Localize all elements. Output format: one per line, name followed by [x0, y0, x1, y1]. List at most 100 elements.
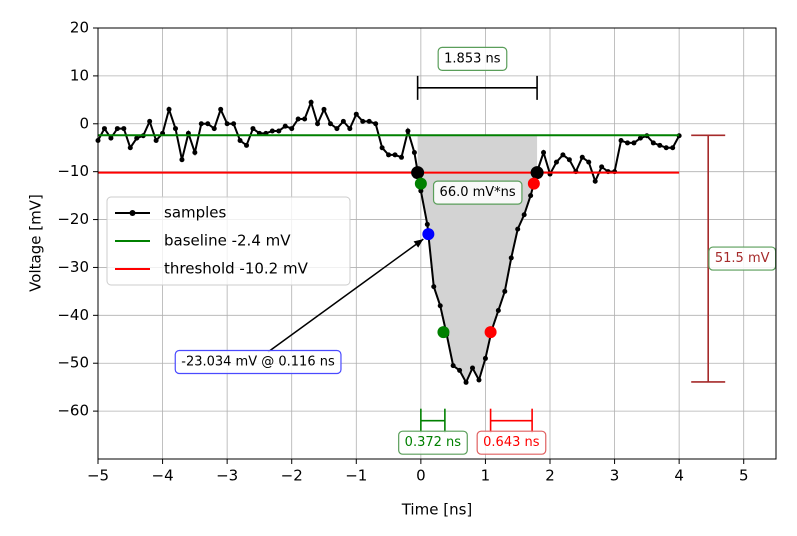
- sample-point: [198, 121, 204, 127]
- marker: [422, 228, 435, 241]
- y-tick-label: −10: [57, 162, 89, 180]
- y-tick-label: −20: [57, 210, 89, 228]
- sample-point: [127, 145, 133, 151]
- sample-point: [579, 154, 585, 160]
- sample-point: [515, 226, 521, 232]
- annotation-label: 66.0 mV*ns: [440, 185, 516, 200]
- sample-point: [657, 142, 663, 148]
- marker: [484, 326, 497, 339]
- sample-point: [315, 121, 321, 127]
- sample-point: [637, 135, 643, 141]
- x-tick-label: −5: [87, 467, 109, 485]
- marker: [411, 166, 425, 180]
- sample-point: [566, 157, 572, 163]
- sample-point: [244, 142, 250, 148]
- annotation-box: 0.372 ns: [398, 430, 468, 455]
- sample-point: [631, 140, 637, 146]
- sample-point: [147, 118, 153, 124]
- sample-point: [541, 150, 547, 156]
- annotation-frame: [437, 46, 508, 71]
- sample-point: [179, 157, 185, 163]
- plot-frame: [97, 27, 777, 460]
- y-axis-label: Voltage [mV]: [27, 194, 45, 292]
- sample-point: [108, 135, 114, 141]
- annotation-box: 51.5 mV: [708, 246, 777, 271]
- y-tick-label: −30: [57, 258, 89, 276]
- arrow-line: [267, 238, 424, 353]
- sample-point: [289, 126, 295, 132]
- sample-point: [495, 308, 501, 314]
- x-tick-label: 1: [481, 467, 491, 485]
- annotation-label: 1.853 ns: [444, 51, 501, 66]
- sample-point: [553, 159, 559, 165]
- annotation-box: 0.643 ns: [476, 430, 547, 455]
- annotation-label: 0.643 ns: [483, 435, 540, 450]
- sample-point: [353, 111, 359, 117]
- sample-point: [134, 135, 140, 141]
- x-tick-label: 5: [739, 467, 749, 485]
- sample-point: [470, 365, 476, 371]
- x-tick-label: −3: [216, 467, 238, 485]
- y-tick-label: 10: [70, 66, 89, 84]
- sample-point: [476, 377, 482, 383]
- sample-point: [153, 138, 159, 144]
- legend: samples baseline -2.4 mV threshold -10.2 m…: [106, 196, 351, 286]
- sample-point: [386, 152, 392, 158]
- sample-point: [366, 118, 372, 124]
- x-axis-label: Time [ns]: [401, 501, 473, 519]
- sample-point: [276, 128, 282, 134]
- sample-point: [231, 121, 237, 127]
- sample-point: [340, 118, 346, 124]
- marker: [527, 177, 540, 190]
- sample-point: [398, 154, 404, 160]
- sample-point: [302, 116, 308, 122]
- sample-point: [205, 121, 211, 127]
- legend-label: baseline -2.4 mV: [164, 232, 291, 250]
- legend-marker: [129, 210, 136, 216]
- sample-point: [437, 303, 443, 309]
- sample-point: [172, 126, 178, 132]
- annotation-label: 51.5 mV: [715, 251, 770, 266]
- sample-point: [224, 121, 230, 127]
- sample-point: [379, 145, 385, 151]
- sample-point: [237, 138, 243, 144]
- sample-point: [308, 99, 314, 105]
- sample-point: [121, 126, 127, 132]
- arrow-head: [413, 239, 424, 248]
- x-tick-label: 3: [610, 467, 620, 485]
- sample-point: [101, 126, 107, 132]
- x-tick-label: −4: [152, 467, 174, 485]
- sample-point: [295, 116, 301, 122]
- annotation-box: -23.034 mV @ 0.116 ns: [174, 349, 342, 375]
- annotation-label: 0.372 ns: [405, 435, 462, 450]
- sample-point: [508, 255, 514, 261]
- sample-point: [618, 138, 624, 144]
- annotation-box: 66.0 mV*ns: [432, 180, 523, 205]
- sample-point: [405, 128, 411, 134]
- sample-point: [424, 221, 430, 227]
- sample-point: [192, 150, 198, 156]
- y-tick-label: 0: [79, 114, 89, 132]
- annotation-frame: [174, 349, 342, 375]
- sample-point: [521, 212, 527, 218]
- sample-point: [418, 188, 424, 194]
- y-tick-label: −60: [57, 402, 89, 420]
- x-tick-label: −1: [345, 467, 367, 485]
- sample-point: [450, 363, 456, 369]
- sample-point: [586, 159, 592, 165]
- sample-point: [599, 164, 605, 170]
- sample-point: [411, 150, 417, 156]
- marker: [414, 177, 427, 190]
- x-tick-label: 4: [674, 467, 684, 485]
- sample-point: [218, 106, 224, 112]
- sample-point: [528, 193, 534, 199]
- legend-label: threshold -10.2 mV: [164, 260, 309, 278]
- legend-frame: [106, 196, 351, 286]
- sample-point: [347, 126, 353, 132]
- sample-point: [321, 106, 327, 112]
- sample-point: [166, 106, 172, 112]
- sample-point: [457, 367, 463, 373]
- sample-point: [282, 123, 288, 129]
- sample-point: [502, 288, 508, 294]
